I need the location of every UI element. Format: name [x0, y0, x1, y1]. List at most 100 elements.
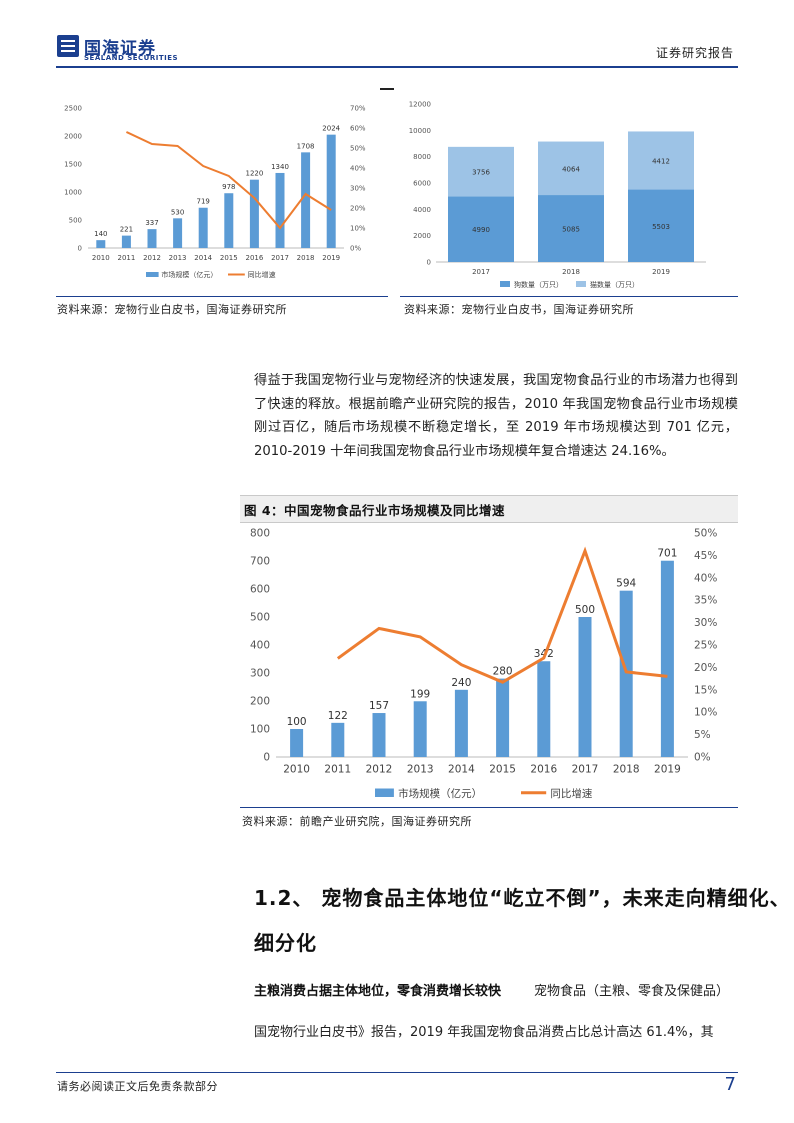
bar: [454, 689, 468, 757]
x-tick-label: 2019: [654, 764, 681, 776]
lead-text: 宠物食品（主粮、零食及保健品）: [534, 984, 730, 999]
bar-value-label: 1708: [297, 142, 315, 150]
figure-source-divider: [240, 807, 738, 808]
bar-value-label: 3756: [472, 169, 490, 177]
x-tick-label: 2011: [117, 254, 135, 262]
legend-swatch-cat: [576, 281, 586, 287]
y-tick-label: 100: [250, 724, 270, 736]
x-tick-label: 2019: [652, 268, 670, 276]
x-tick-label: 2015: [489, 764, 516, 776]
x-tick-label: 2010: [283, 764, 310, 776]
bar: [198, 207, 208, 248]
y2-tick-label: 5%: [694, 729, 711, 741]
y-tick-label: 2000: [413, 232, 431, 240]
bar-value-label: 2024: [322, 125, 340, 133]
bar-value-label: 4412: [652, 157, 670, 165]
y2-tick-label: 0%: [694, 752, 711, 764]
source-divider-left: [56, 296, 388, 297]
y2-tick-label: 10%: [694, 707, 717, 719]
section-heading: 1.2、 宠物食品主体地位“屹立不倒”，未来走向精细化、: [254, 886, 791, 910]
y2-tick-label: 20%: [694, 662, 717, 674]
y2-tick-label: 40%: [694, 572, 717, 584]
x-tick-label: 2013: [407, 764, 434, 776]
y-tick-label: 800: [250, 528, 270, 540]
x-tick-label: 2015: [220, 254, 238, 262]
bar-value-label: 530: [171, 208, 184, 216]
bar: [413, 701, 427, 757]
y2-tick-label: 35%: [694, 595, 717, 607]
header-divider: [56, 66, 738, 68]
bar-value-label: 122: [328, 710, 348, 722]
bar-value-label: 240: [451, 677, 471, 689]
x-tick-label: 2017: [271, 254, 289, 262]
bar-value-label: 221: [120, 226, 133, 234]
y-tick-label: 0: [78, 244, 82, 252]
bar-value-label: 500: [575, 604, 595, 616]
bar: [496, 678, 510, 757]
chart-top-left: 0 500 1000 1500 2000 2500 0% 10% 20% 30% 40% 50% 60%…: [64, 104, 366, 279]
chart-top-right: 0 2000 4000 6000 8000 10000 12000 4990 3756 2017 5…: [409, 101, 706, 288]
bar-value-label: 5503: [652, 223, 670, 231]
source-divider-right: [400, 296, 738, 297]
chart-figure4: 0 100 200 300 400 500 600 700 800 0% 5% 10% 15% 20% 25…: [250, 528, 717, 801]
bar-value-label: 280: [493, 666, 513, 678]
x-tick-label: 2018: [297, 254, 315, 262]
bar-cat: [448, 146, 514, 197]
y2-tick-label: 20%: [350, 204, 366, 212]
y2-tick-label: 40%: [350, 164, 366, 172]
bar: [537, 661, 551, 757]
legend-label: 猫数量（万只）: [590, 280, 639, 288]
bar: [147, 229, 157, 248]
bar-value-label: 157: [369, 700, 389, 712]
page-number: 7: [724, 1074, 736, 1095]
bar: [619, 590, 633, 757]
legend-swatch-bar: [146, 272, 159, 277]
figure-title-bar: [240, 495, 738, 523]
legend-swatch-bar: [375, 788, 394, 797]
y2-tick-label: 50%: [350, 144, 366, 152]
report-type: 证券研究报告: [655, 46, 734, 60]
bar-dog: [448, 196, 514, 262]
y-tick-label: 0: [427, 259, 431, 267]
bar-value-label: 5085: [562, 226, 580, 234]
figure-source: 资料来源：前瞻产业研究院，国海证券研究所: [242, 815, 472, 828]
y-tick-label: 10000: [409, 127, 431, 135]
y2-tick-label: 0%: [350, 244, 361, 252]
legend-label: 狗数量（万只）: [514, 280, 563, 288]
bar-value-label: 4064: [562, 165, 580, 173]
bar-value-label: 199: [410, 688, 430, 700]
legend-label: 同比增速: [550, 787, 592, 800]
bar-value-label: 140: [94, 230, 107, 238]
logo-text: 国海证券: [84, 39, 156, 59]
y2-tick-label: 10%: [350, 224, 366, 232]
bar-value-label: 4990: [472, 226, 490, 234]
x-tick-label: 2012: [143, 254, 161, 262]
x-tick-label: 2018: [613, 764, 640, 776]
y2-tick-label: 30%: [350, 184, 366, 192]
x-tick-label: 2016: [245, 254, 263, 262]
y-tick-label: 300: [250, 668, 270, 680]
x-tick-label: 2014: [448, 764, 475, 776]
bar: [121, 235, 131, 248]
body-paragraph: 得益于我国宠物行业与宠物经济的快速发展，我国宠物食品行业的市场潜力也得到了快速的…: [254, 373, 738, 459]
legend-swatch-dog: [500, 281, 510, 287]
y-tick-label: 500: [250, 612, 270, 624]
bar-dog: [628, 189, 694, 262]
y-tick-label: 200: [250, 696, 270, 708]
x-tick-label: 2018: [562, 268, 580, 276]
bar: [96, 240, 106, 248]
x-tick-label: 2014: [194, 254, 212, 262]
chart-dash: [380, 88, 394, 90]
x-tick-label: 2011: [324, 764, 351, 776]
bar: [301, 152, 311, 248]
bar-value-label: 719: [197, 198, 210, 206]
y2-tick-label: 60%: [350, 124, 366, 132]
bar-value-label: 978: [222, 183, 235, 191]
x-tick-label: 2010: [92, 254, 110, 262]
source-right: 资料来源：宠物行业白皮书，国海证券研究所: [404, 303, 634, 316]
x-tick-label: 2012: [366, 764, 393, 776]
bar: [290, 729, 304, 757]
y-tick-label: 2000: [64, 132, 82, 140]
bar: [224, 193, 234, 248]
footer-disclaimer: 请务必阅读正文后免责条款部分: [57, 1080, 218, 1093]
